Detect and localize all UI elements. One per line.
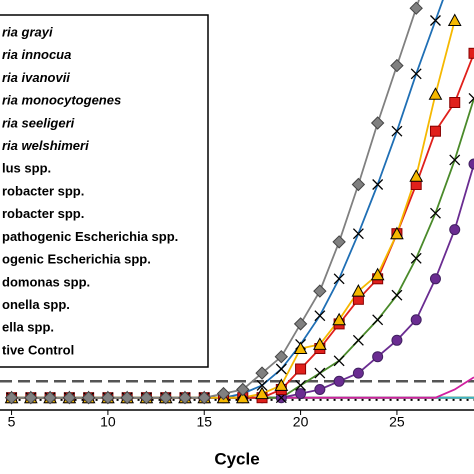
marker bbox=[370, 116, 385, 130]
marker bbox=[468, 92, 474, 104]
marker bbox=[43, 390, 57, 405]
marker bbox=[410, 314, 422, 326]
marker bbox=[120, 390, 134, 405]
marker bbox=[351, 284, 366, 297]
legend-label: ria grayi bbox=[2, 24, 53, 39]
marker bbox=[352, 228, 364, 240]
marker bbox=[295, 388, 307, 400]
marker bbox=[449, 224, 461, 236]
marker bbox=[410, 252, 422, 264]
marker bbox=[391, 334, 403, 346]
marker bbox=[332, 312, 346, 326]
marker bbox=[428, 87, 443, 100]
marker bbox=[313, 337, 327, 350]
marker bbox=[197, 390, 211, 405]
legend-label: tive Control bbox=[2, 342, 74, 357]
legend-label: ria monocytogenes bbox=[2, 93, 121, 108]
marker bbox=[274, 378, 289, 391]
marker bbox=[351, 177, 366, 192]
legend-label: lus spp. bbox=[2, 161, 51, 176]
marker bbox=[332, 235, 346, 249]
legend-label: ria ivanovii bbox=[2, 70, 70, 85]
marker bbox=[101, 390, 115, 405]
marker bbox=[139, 390, 154, 405]
x-axis-title: Cycle bbox=[214, 449, 259, 468]
marker bbox=[24, 390, 38, 405]
marker bbox=[158, 390, 173, 405]
marker bbox=[295, 363, 307, 375]
legend-label: ria innocua bbox=[2, 47, 71, 62]
legend-label: pathogenic Escherichia spp. bbox=[2, 229, 178, 244]
legend-label: ria seeligeri bbox=[2, 115, 75, 130]
plot-area bbox=[0, 0, 474, 405]
marker bbox=[391, 289, 403, 301]
marker bbox=[390, 58, 404, 73]
legend-label: onella spp. bbox=[2, 297, 70, 312]
legend-label: ella spp. bbox=[2, 320, 54, 335]
legend: ria grayi ria innocua ria ivanovii ria mono… bbox=[0, 14, 209, 368]
legend-label: robacter spp. bbox=[2, 206, 84, 221]
legend-label: robacter spp. bbox=[2, 183, 84, 198]
marker bbox=[468, 158, 474, 170]
marker bbox=[295, 379, 307, 391]
marker bbox=[409, 1, 423, 15]
marker bbox=[352, 334, 364, 346]
marker bbox=[62, 390, 77, 405]
marker bbox=[410, 68, 422, 80]
marker bbox=[293, 341, 308, 354]
marker bbox=[409, 169, 424, 182]
legend-box bbox=[0, 14, 209, 368]
marker bbox=[391, 125, 403, 137]
marker bbox=[275, 363, 287, 375]
marker bbox=[255, 366, 269, 380]
marker bbox=[352, 367, 364, 379]
marker bbox=[314, 384, 326, 395]
legend-label: ogenic Escherichia spp. bbox=[2, 252, 151, 267]
marker bbox=[293, 317, 308, 331]
marker bbox=[255, 386, 269, 400]
marker bbox=[429, 125, 441, 137]
marker bbox=[235, 390, 250, 404]
marker bbox=[313, 284, 327, 298]
marker bbox=[372, 314, 384, 326]
marker bbox=[256, 379, 268, 391]
marker bbox=[372, 179, 384, 190]
marker bbox=[81, 390, 96, 405]
marker bbox=[430, 207, 441, 219]
marker bbox=[333, 355, 345, 367]
x-tick-label: 5 bbox=[8, 414, 16, 430]
marker bbox=[216, 386, 231, 401]
x-tick-label: 10 bbox=[100, 414, 116, 430]
marker bbox=[333, 375, 345, 387]
marker bbox=[370, 267, 385, 281]
x-tick-label: 20 bbox=[293, 414, 309, 430]
marker bbox=[236, 382, 250, 397]
legend-label: ria welshimeri bbox=[2, 138, 89, 153]
marker bbox=[430, 15, 441, 26]
x-tick-label: 15 bbox=[196, 414, 212, 430]
marker bbox=[4, 390, 19, 405]
marker bbox=[274, 349, 289, 364]
legend-label: domonas spp. bbox=[2, 274, 90, 289]
marker bbox=[314, 310, 326, 322]
x-tick-label: 25 bbox=[389, 414, 405, 430]
marker bbox=[314, 367, 326, 379]
marker bbox=[372, 351, 384, 363]
marker bbox=[390, 226, 404, 240]
marker bbox=[468, 47, 474, 59]
marker bbox=[333, 273, 345, 285]
marker bbox=[429, 273, 441, 285]
marker bbox=[449, 154, 461, 166]
marker bbox=[449, 97, 461, 108]
marker bbox=[447, 13, 462, 26]
marker bbox=[178, 390, 192, 405]
